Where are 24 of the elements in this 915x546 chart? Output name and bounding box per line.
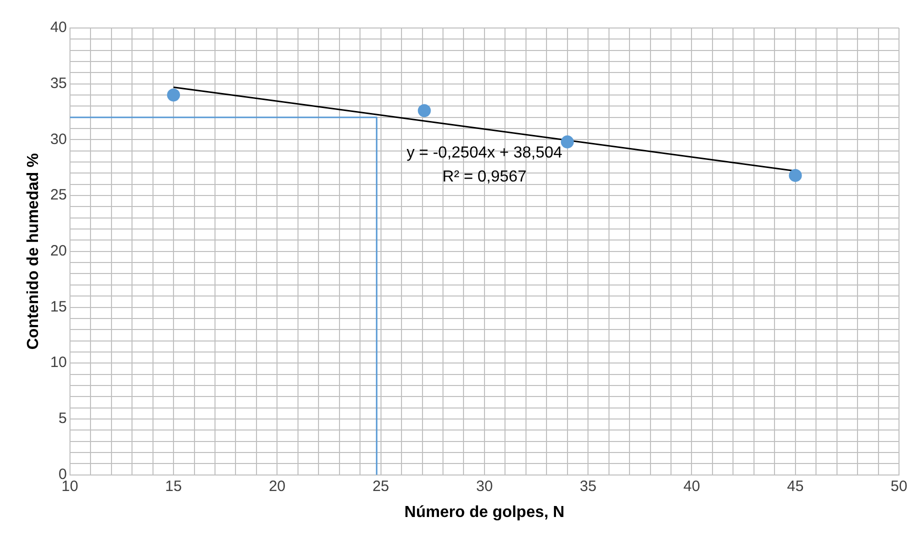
y-axis-title: Contenido de humedad % [25, 153, 42, 350]
x-tick-label: 35 [580, 478, 596, 495]
annotation: y = -0,2504x + 38,504 [406, 144, 562, 162]
x-tick-label: 15 [165, 478, 182, 495]
x-tick-label: 25 [372, 478, 390, 495]
x-tick-label: 20 [268, 478, 286, 495]
annotation: R² = 0,9567 [442, 168, 527, 186]
y-tick-label: 10 [50, 354, 67, 372]
y-tick-label: 35 [50, 74, 67, 92]
point [167, 88, 180, 102]
y-tick-label: 40 [50, 19, 67, 36]
point [418, 104, 431, 118]
y-tick-label: 5 [58, 410, 67, 428]
y-tick-label: 20 [50, 242, 67, 260]
x-tick-label: 40 [683, 478, 700, 495]
x-tick-label: 45 [787, 478, 804, 495]
x-tick-label: 30 [476, 478, 493, 495]
y-tick-label: 25 [50, 186, 67, 204]
x-axis-title: Número de golpes, N [404, 504, 564, 521]
y-tick-label: 15 [50, 298, 67, 316]
y-tick-label: 30 [50, 130, 67, 148]
point [788, 168, 802, 182]
point [560, 135, 574, 148]
x-tick-label: 50 [890, 478, 908, 495]
